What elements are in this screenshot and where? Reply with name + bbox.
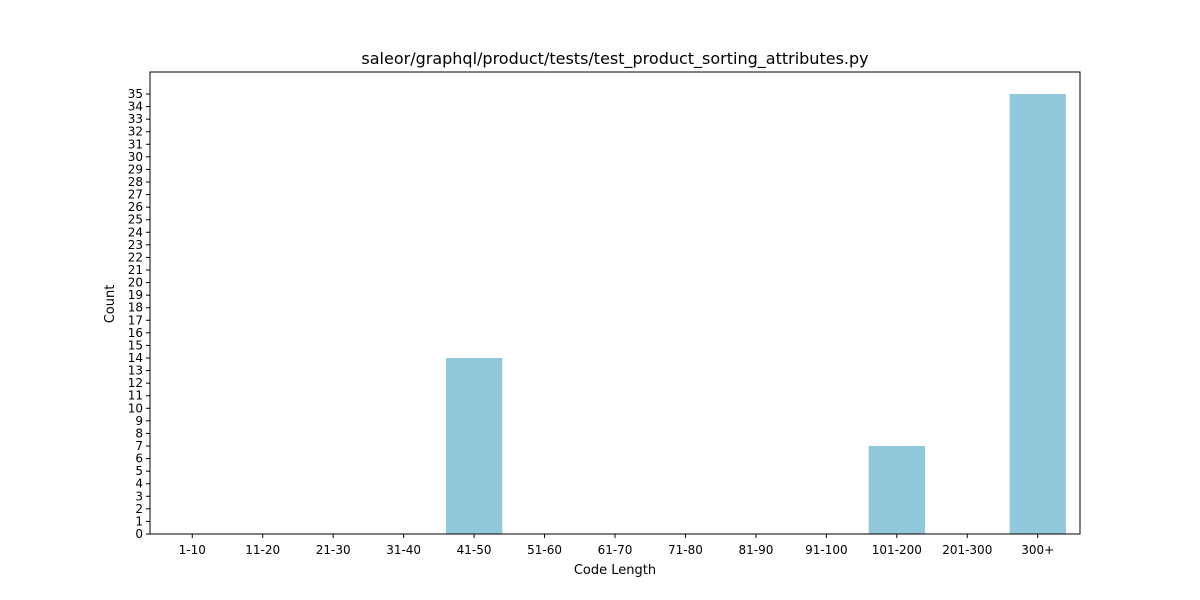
chart-title: saleor/graphql/product/tests/test_produc… (361, 49, 868, 69)
y-tick-label: 21 (128, 263, 143, 277)
y-tick-label: 30 (128, 150, 143, 164)
y-tick-label: 11 (128, 389, 143, 403)
y-tick-label: 27 (128, 188, 143, 202)
x-tick-label: 71-80 (668, 543, 703, 557)
y-tick-label: 19 (128, 288, 143, 302)
y-tick-label: 20 (128, 276, 143, 290)
y-tick-label: 34 (128, 100, 143, 114)
x-tick-label: 300+ (1021, 543, 1054, 557)
y-tick-label: 4 (135, 477, 143, 491)
y-tick-label: 16 (128, 326, 143, 340)
y-tick-label: 28 (128, 175, 143, 189)
x-tick-label: 11-20 (245, 543, 280, 557)
y-tick-label: 24 (128, 225, 143, 239)
x-tick-label: 201-300 (942, 543, 992, 557)
x-axis-label: Code Length (574, 563, 656, 578)
y-tick-label: 7 (135, 439, 143, 453)
bar-41-50 (445, 358, 503, 534)
y-tick-label: 10 (128, 401, 143, 415)
y-tick-label: 32 (128, 125, 143, 139)
y-tick-label: 6 (135, 452, 143, 466)
x-tick-label: 101-200 (872, 543, 922, 557)
y-tick-label: 12 (128, 376, 143, 390)
plot-frame (149, 71, 1081, 535)
y-tick-label: 25 (128, 213, 143, 227)
y-tick-label: 3 (135, 489, 143, 503)
bar-101-200 (868, 446, 925, 534)
x-tick-label: 21-30 (316, 543, 351, 557)
x-tick-label: 91-100 (805, 543, 848, 557)
bars-group (445, 94, 1066, 534)
x-tick-label: 1-10 (179, 543, 206, 557)
bar-300+ (1009, 94, 1066, 534)
y-axis-ticks: 0123456789101112131415161718192021222324… (128, 87, 150, 541)
y-tick-label: 8 (135, 426, 143, 440)
y-tick-label: 14 (128, 351, 143, 365)
y-tick-label: 35 (128, 87, 143, 101)
y-tick-label: 18 (128, 301, 143, 315)
y-tick-label: 5 (135, 464, 143, 478)
x-tick-label: 31-40 (386, 543, 421, 557)
x-tick-label: 81-90 (738, 543, 773, 557)
x-tick-label: 41-50 (457, 543, 492, 557)
y-tick-label: 13 (128, 364, 143, 378)
y-tick-label: 23 (128, 238, 143, 252)
y-tick-label: 33 (128, 112, 143, 126)
y-tick-label: 26 (128, 200, 143, 214)
y-tick-label: 0 (135, 527, 143, 541)
x-axis-ticks: 1-10 11-20 21-30 31-40 41-50 51-60 61-70 71-80 8… (179, 534, 1054, 557)
x-tick-label: 61-70 (598, 543, 633, 557)
y-tick-label: 9 (135, 414, 143, 428)
y-axis-label: Count (103, 285, 118, 324)
y-tick-label: 15 (128, 338, 143, 352)
y-tick-label: 31 (128, 137, 143, 151)
y-tick-label: 17 (128, 313, 143, 327)
y-tick-label: 29 (128, 162, 143, 176)
x-tick-label: 51-60 (527, 543, 562, 557)
y-tick-label: 22 (128, 250, 143, 264)
y-tick-label: 1 (135, 514, 143, 528)
y-tick-label: 2 (135, 502, 143, 516)
